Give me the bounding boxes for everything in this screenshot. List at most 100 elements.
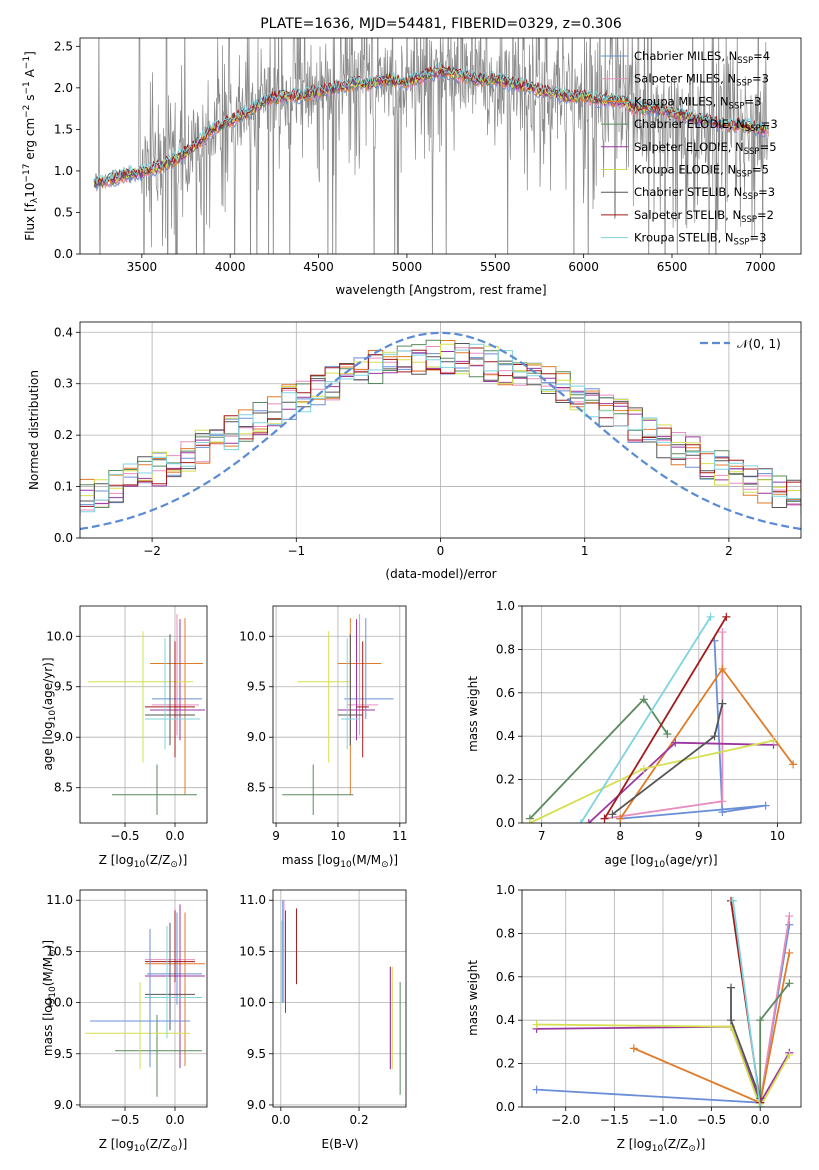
y-tick-label: 8.5 <box>247 781 266 795</box>
y-tick-label: 8.5 <box>54 781 73 795</box>
data-point-marker <box>718 797 727 806</box>
x-tick-label: −0.5 <box>110 829 139 843</box>
x-tick-label: 0.0 <box>165 829 184 843</box>
legend-entry: Kroupa STELIB, NSSP=3 <box>634 231 766 248</box>
axes-frame <box>79 321 802 539</box>
age-vs-metallicity-panel: −0.5 0.0 8.5 9.0 9.5 10.0 Z [log10(Z/Z⊙)] age [… <box>41 605 208 870</box>
y-tick-label: 0.2 <box>496 1057 515 1071</box>
y-axis-label: Normed distribution <box>27 370 41 490</box>
x-axis-label: wavelength [Angstrom, rest frame] <box>335 283 546 297</box>
data-point-marker <box>785 979 794 988</box>
y-tick-label: 9.0 <box>54 730 73 744</box>
data-point-marker <box>789 760 798 769</box>
data-point-marker <box>663 730 672 739</box>
axes-frame <box>521 605 802 824</box>
y-tick-label: 0.5 <box>54 205 73 219</box>
data-point-marker <box>718 628 727 637</box>
y-tick-label: 9.5 <box>247 680 266 694</box>
x-tick-label: −0.5 <box>110 1113 139 1127</box>
y-tick-label: 10.0 <box>239 996 266 1010</box>
y-tick-label: 9.5 <box>54 1047 73 1061</box>
data-point-marker <box>761 801 770 810</box>
y-tick-label: 9.5 <box>247 1047 266 1061</box>
chart-title: PLATE=1636, MJD=54481, FIBERID=0329, z=0… <box>260 16 622 32</box>
data-point-marker <box>639 695 648 704</box>
y-tick-label: 9.0 <box>247 1098 266 1112</box>
y-tick-label: 0.0 <box>54 247 73 261</box>
axes-frame <box>272 889 407 1108</box>
data-point-marker <box>785 920 794 929</box>
x-tick-label: 9 <box>695 829 703 843</box>
mass-weight-series-line <box>759 915 791 1103</box>
x-tick-label: 2 <box>725 544 733 558</box>
y-axis-label: Flux [fλ10−17 erg cm−2 s−1 A−1] <box>22 51 40 241</box>
data-point-marker <box>718 699 727 708</box>
y-tick-label: 2.0 <box>54 81 73 95</box>
mass-vs-metallicity-panel: −0.5 0.0 9.0 9.5 10.0 10.5 11.0 Z [log10(Z/Z⊙)]… <box>41 889 208 1154</box>
axes-frame <box>79 37 802 255</box>
model-spectrum-line <box>93 64 769 185</box>
y-tick-label: 1.0 <box>496 599 515 613</box>
y-tick-label: 0.0 <box>54 531 73 545</box>
data-point-marker <box>728 896 737 905</box>
y-tick-label: 9.0 <box>247 730 266 744</box>
legend-entry: Chabrier MILES, NSSP=4 <box>634 49 770 66</box>
y-tick-label: 10.0 <box>46 629 73 643</box>
legend-entry: Salpeter MILES, NSSP=3 <box>634 72 769 89</box>
spectrum-panel: 3500 4000 4500 5000 5500 6000 6500 7000 0.0 0.5 1.… <box>22 16 802 297</box>
axes-frame <box>79 605 208 824</box>
x-axis-label: Z [log10(Z/Z⊙)] <box>99 853 188 870</box>
x-tick-label: 0.0 <box>271 1113 290 1127</box>
axes-frame <box>79 889 208 1108</box>
x-tick-label: 0.0 <box>751 1113 770 1127</box>
x-tick-label: −1 <box>287 544 305 558</box>
data-point-marker <box>671 738 680 747</box>
y-axis-label: mass weight <box>466 676 480 752</box>
mass-weight-series-line <box>603 616 728 820</box>
x-tick-label: 0.2 <box>350 1113 369 1127</box>
legend-entry: Kroupa MILES, NSSP=3 <box>634 94 761 111</box>
y-tick-label: 10.5 <box>239 944 266 958</box>
y-tick-label: 11.0 <box>46 893 73 907</box>
data-point-marker <box>718 664 727 673</box>
data-point-marker <box>718 808 727 817</box>
axes-frame <box>521 889 802 1108</box>
y-tick-label: 0.6 <box>496 686 515 700</box>
y-tick-label: 0.8 <box>496 926 515 940</box>
data-point-marker <box>722 612 731 621</box>
y-tick-label: 0.3 <box>54 377 73 391</box>
x-tick-label: 4000 <box>215 260 246 274</box>
y-axis-label: mass [log10(M/M⊙)] <box>41 940 58 1056</box>
y-tick-label: 10.0 <box>46 996 73 1010</box>
mass-weight-series-line <box>732 900 762 1107</box>
x-tick-label: 0.0 <box>165 1113 184 1127</box>
mass-weight-series-line <box>536 1023 791 1107</box>
x-axis-label: age [log10(age/yr)] <box>604 853 717 870</box>
legend-entry: 𝒩(0, 1) <box>737 337 781 351</box>
x-tick-label: 5000 <box>392 260 423 274</box>
y-tick-label: 10.0 <box>239 629 266 643</box>
x-axis-label: mass [log10(M/M⊙)] <box>282 853 398 870</box>
data-point-marker <box>727 983 736 992</box>
x-tick-label: −1.0 <box>648 1113 677 1127</box>
y-axis-label: age [log10(age/yr)] <box>41 657 58 770</box>
legend-entry: Chabrier STELIB, NSSP=3 <box>634 185 775 202</box>
weight-vs-metallicity-panel: −2.0 −1.5 −1.0 −0.5 0.0 0.0 0.2 0.4 0.6 0.8 1.0 Z [… <box>466 883 802 1154</box>
residual-histogram-line <box>80 343 801 513</box>
legend-entry: Salpeter STELIB, NSSP=2 <box>634 208 774 225</box>
data-point-marker <box>639 764 648 773</box>
y-tick-label: 0.0 <box>496 1100 515 1114</box>
mass-weight-series-line <box>620 640 766 820</box>
legend-entry: Kroupa ELODIE, NSSP=5 <box>634 163 769 180</box>
y-tick-label: 0.6 <box>496 970 515 984</box>
x-tick-label: 4500 <box>303 260 334 274</box>
data-point-marker <box>532 1085 541 1094</box>
y-tick-label: 1.0 <box>54 164 73 178</box>
x-tick-label: 11 <box>392 829 407 843</box>
y-tick-label: 10.5 <box>46 944 73 958</box>
y-tick-label: 1.5 <box>54 122 73 136</box>
x-tick-label: 6500 <box>657 260 688 274</box>
data-point-marker <box>608 810 617 819</box>
x-axis-label: Z [log10(Z/Z⊙)] <box>617 1137 706 1154</box>
